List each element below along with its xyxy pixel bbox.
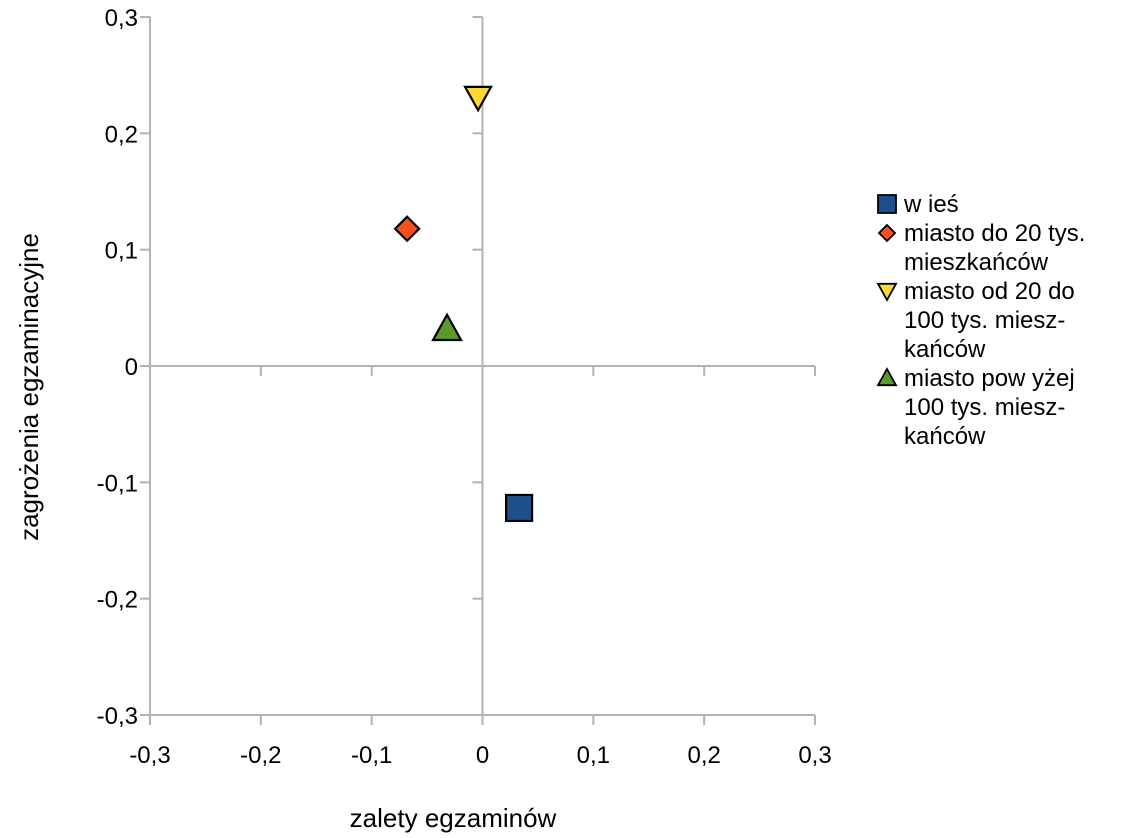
legend-label: miasto od 20 do 100 tys. miesz- kańców [904,278,1075,363]
y-tick-label: -0,1 [97,470,138,497]
y-tick-label: 0,2 [105,121,138,148]
y-tick-label: 0,1 [105,238,138,265]
legend-marker-shape [876,367,898,387]
x-tick-label: 0 [476,742,489,769]
x-tick-label: -0,1 [351,742,392,769]
data-point-diamond [393,215,421,243]
tick-labels: -0,3 -0,2 -0,1 0 0,1 0,2 0,3 0,3 0,2 0,1 0 -0,1 -0,2… [97,5,832,769]
legend-item: miasto pow yżej 100 tys. miesz- kańców [876,364,1126,451]
legend-marker-triangle-down [876,282,898,302]
legend-label: miasto do 20 tys. mieszkańców [904,220,1086,276]
y-axis-title: zagrożenia egzaminacyjne [14,233,44,541]
x-tick-label: 0,3 [798,742,831,769]
legend: w ieś miasto do 20 tys. mieszkańców miasto… [876,190,1126,451]
x-tick-label: 0,2 [687,742,720,769]
x-axis-title: zalety egzaminów [350,803,557,833]
y-tick-label: 0,3 [105,5,138,32]
legend-marker-shape [877,194,897,214]
x-tick-label: 0,1 [577,742,610,769]
data-point-triangle-down [463,85,493,113]
legend-label: w ieś [904,191,959,218]
data-points [393,85,534,523]
legend-marker-shape [876,282,898,302]
y-tick-label: -0,2 [97,587,138,614]
legend-marker-triangle-up [876,367,898,387]
y-tick-label: -0,3 [97,703,138,730]
x-tick-label: -0,3 [129,742,170,769]
data-point-square [504,493,534,523]
x-tick-label: -0,2 [240,742,281,769]
legend-label: miasto pow yżej 100 tys. miesz- kańców [904,365,1075,450]
legend-item: w ieś [876,190,1126,219]
legend-marker-square [877,194,897,214]
axes [140,16,816,725]
legend-item: miasto od 20 do 100 tys. miesz- kańców [876,277,1126,364]
legend-marker-shape [877,223,897,243]
y-tick-label: 0 [125,354,138,381]
legend-marker-diamond [877,223,897,243]
legend-item: miasto do 20 tys. mieszkańców [876,219,1126,277]
data-point-triangle-up [431,312,463,342]
